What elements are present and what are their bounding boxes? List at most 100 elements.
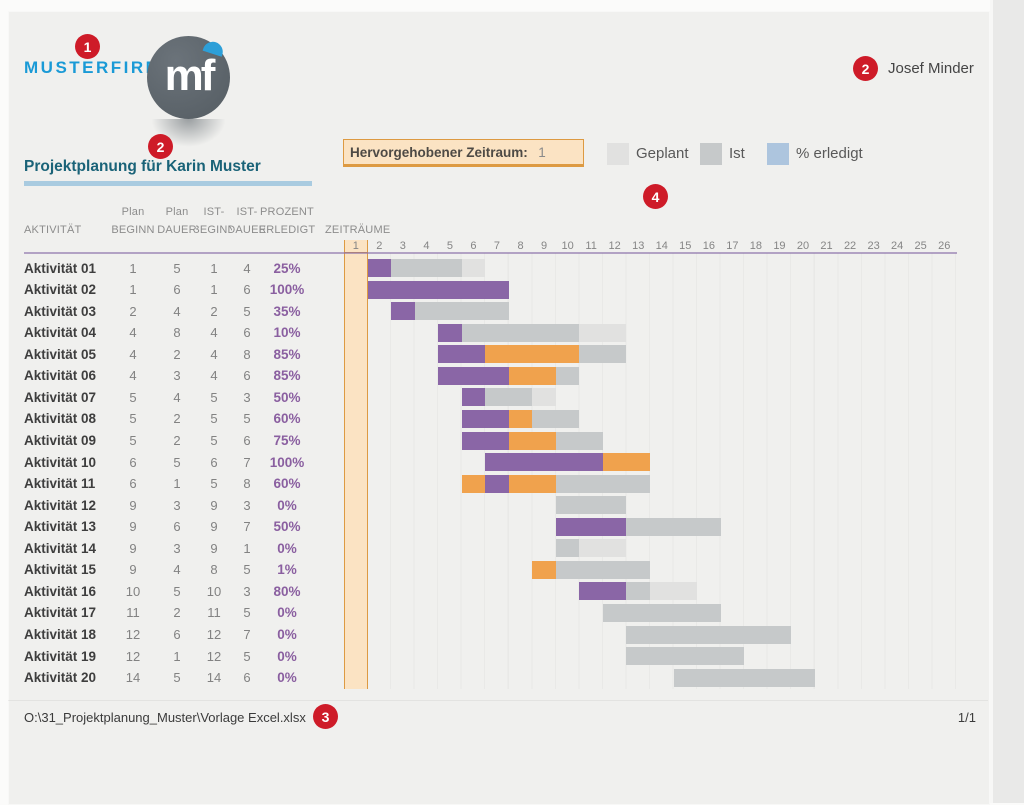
period-tick: 5 bbox=[446, 240, 453, 252]
table-row: Aktivität 03 2 4 2 5 35% bbox=[0, 301, 1024, 323]
ist-beginn-value: 4 bbox=[210, 368, 218, 384]
ist-beginn-value: 6 bbox=[210, 454, 218, 470]
plan-dauer-value: 5 bbox=[173, 670, 181, 686]
ist-beginn-value: 2 bbox=[210, 303, 218, 319]
header-plan-beginn-2: BEGINN bbox=[111, 224, 155, 236]
highlighted-period-band bbox=[344, 240, 368, 689]
gantt-segment-over bbox=[602, 453, 650, 472]
ist-beginn-value: 4 bbox=[210, 346, 218, 362]
period-tick: 25 bbox=[914, 240, 927, 252]
gantt-segment-ist bbox=[555, 431, 603, 450]
ist-beginn-value: 5 bbox=[210, 476, 218, 492]
period-tick: 14 bbox=[655, 240, 668, 252]
header-ist-beginn-1: IST- bbox=[203, 206, 225, 218]
page-title: Projektplanung für Karin Muster bbox=[24, 158, 261, 175]
plan-beginn-value: 12 bbox=[125, 626, 141, 642]
period-tick: 15 bbox=[679, 240, 692, 252]
plan-dauer-value: 4 bbox=[173, 389, 181, 405]
plan-beginn-value: 10 bbox=[125, 583, 141, 599]
period-tick: 19 bbox=[773, 240, 786, 252]
plan-dauer-value: 6 bbox=[173, 626, 181, 642]
plan-beginn-value: 11 bbox=[126, 605, 140, 621]
gantt-segment-done bbox=[367, 259, 392, 278]
title-underline bbox=[24, 181, 312, 186]
table-row: Aktivität 05 4 2 4 8 85% bbox=[0, 344, 1024, 366]
legend-swatch-geplant bbox=[607, 143, 629, 165]
prozent-erledigt-value: 50% bbox=[273, 519, 301, 535]
ist-dauer-value: 7 bbox=[243, 454, 251, 470]
gantt-segment-ist bbox=[673, 668, 815, 687]
table-row: Aktivität 13 9 6 9 7 50% bbox=[0, 516, 1024, 538]
gantt-segment-ist bbox=[555, 539, 580, 558]
plan-beginn-value: 12 bbox=[125, 648, 141, 664]
period-tick: 13 bbox=[632, 240, 645, 252]
plan-dauer-value: 6 bbox=[173, 519, 181, 535]
gantt-segment-done bbox=[461, 431, 509, 450]
plan-dauer-value: 2 bbox=[173, 411, 181, 427]
gantt-segment-done bbox=[555, 517, 627, 536]
activity-label: Aktivität 10 bbox=[24, 454, 97, 470]
prozent-erledigt-value: 80% bbox=[273, 583, 301, 599]
legend-label-ist: Ist bbox=[729, 145, 745, 162]
ist-dauer-value: 3 bbox=[243, 389, 251, 405]
legend-label-geplant: Geplant bbox=[636, 145, 689, 162]
plan-beginn-value: 1 bbox=[129, 260, 137, 276]
activity-label: Aktivität 16 bbox=[24, 583, 97, 599]
ist-dauer-value: 6 bbox=[243, 368, 251, 384]
plan-dauer-value: 2 bbox=[173, 605, 181, 621]
period-tick: 6 bbox=[470, 240, 477, 252]
ist-dauer-value: 5 bbox=[243, 411, 251, 427]
table-row: Aktivität 11 6 1 5 8 60% bbox=[0, 473, 1024, 495]
gantt-segment-done bbox=[579, 582, 627, 601]
period-tick: 10 bbox=[561, 240, 574, 252]
activity-label: Aktivität 19 bbox=[24, 648, 97, 664]
plan-dauer-value: 3 bbox=[173, 497, 181, 513]
gantt-segment-ist bbox=[579, 345, 627, 364]
legend-label-erledigt: % erledigt bbox=[796, 145, 863, 162]
plan-beginn-value: 9 bbox=[129, 540, 137, 556]
plan-dauer-value: 2 bbox=[173, 346, 181, 362]
table-row: Aktivität 10 6 5 6 7 100% bbox=[0, 452, 1024, 474]
period-tick: 18 bbox=[749, 240, 763, 252]
prozent-erledigt-value: 50% bbox=[273, 389, 301, 405]
ist-dauer-value: 1 bbox=[243, 540, 251, 556]
plan-beginn-value: 9 bbox=[129, 497, 137, 513]
plan-beginn-value: 5 bbox=[129, 389, 137, 405]
header-plan-dauer-1: Plan bbox=[165, 206, 189, 218]
prozent-erledigt-value: 0% bbox=[277, 648, 297, 664]
plan-beginn-value: 6 bbox=[129, 476, 137, 492]
ist-beginn-value: 12 bbox=[206, 648, 222, 664]
activity-label: Aktivität 07 bbox=[24, 389, 97, 405]
plan-beginn-value: 5 bbox=[129, 433, 137, 448]
activity-label: Aktivität 14 bbox=[24, 540, 97, 556]
ist-beginn-value: 5 bbox=[210, 433, 218, 448]
annotation-badge-2-title: 2 bbox=[148, 134, 173, 159]
gantt-segment-ist bbox=[555, 366, 580, 385]
highlighted-period-value[interactable]: 1 bbox=[538, 144, 546, 160]
plan-beginn-value: 6 bbox=[129, 454, 137, 470]
ist-dauer-value: 3 bbox=[243, 497, 251, 513]
ist-dauer-value: 8 bbox=[243, 346, 251, 362]
ist-beginn-value: 10 bbox=[206, 583, 222, 599]
ist-dauer-value: 5 bbox=[243, 605, 251, 621]
period-tick: 7 bbox=[493, 240, 501, 252]
period-tick: 2 bbox=[376, 240, 383, 252]
header-aktivitaet: AKTIVITÄT bbox=[24, 224, 82, 236]
activity-label: Aktivität 05 bbox=[24, 346, 97, 362]
gantt-segment-over bbox=[508, 410, 533, 429]
activity-label: Aktivität 03 bbox=[24, 303, 97, 319]
gantt-segment-ist bbox=[555, 560, 650, 579]
activity-label: Aktivität 20 bbox=[24, 670, 97, 686]
period-tick: 11 bbox=[585, 240, 597, 252]
gantt-segment-done bbox=[485, 453, 603, 472]
activity-label: Aktivität 15 bbox=[24, 562, 97, 578]
plan-beginn-value: 5 bbox=[129, 411, 137, 427]
prozent-erledigt-value: 0% bbox=[277, 670, 297, 686]
gantt-segment-over bbox=[461, 474, 486, 493]
annotation-badge-2-author: 2 bbox=[853, 56, 878, 81]
table-row: Aktivität 08 5 2 5 5 60% bbox=[0, 408, 1024, 430]
period-tick: 3 bbox=[399, 240, 406, 252]
activity-label: Aktivität 09 bbox=[24, 433, 97, 448]
page-right-edge bbox=[990, 0, 1024, 803]
period-tick: 8 bbox=[517, 240, 524, 252]
